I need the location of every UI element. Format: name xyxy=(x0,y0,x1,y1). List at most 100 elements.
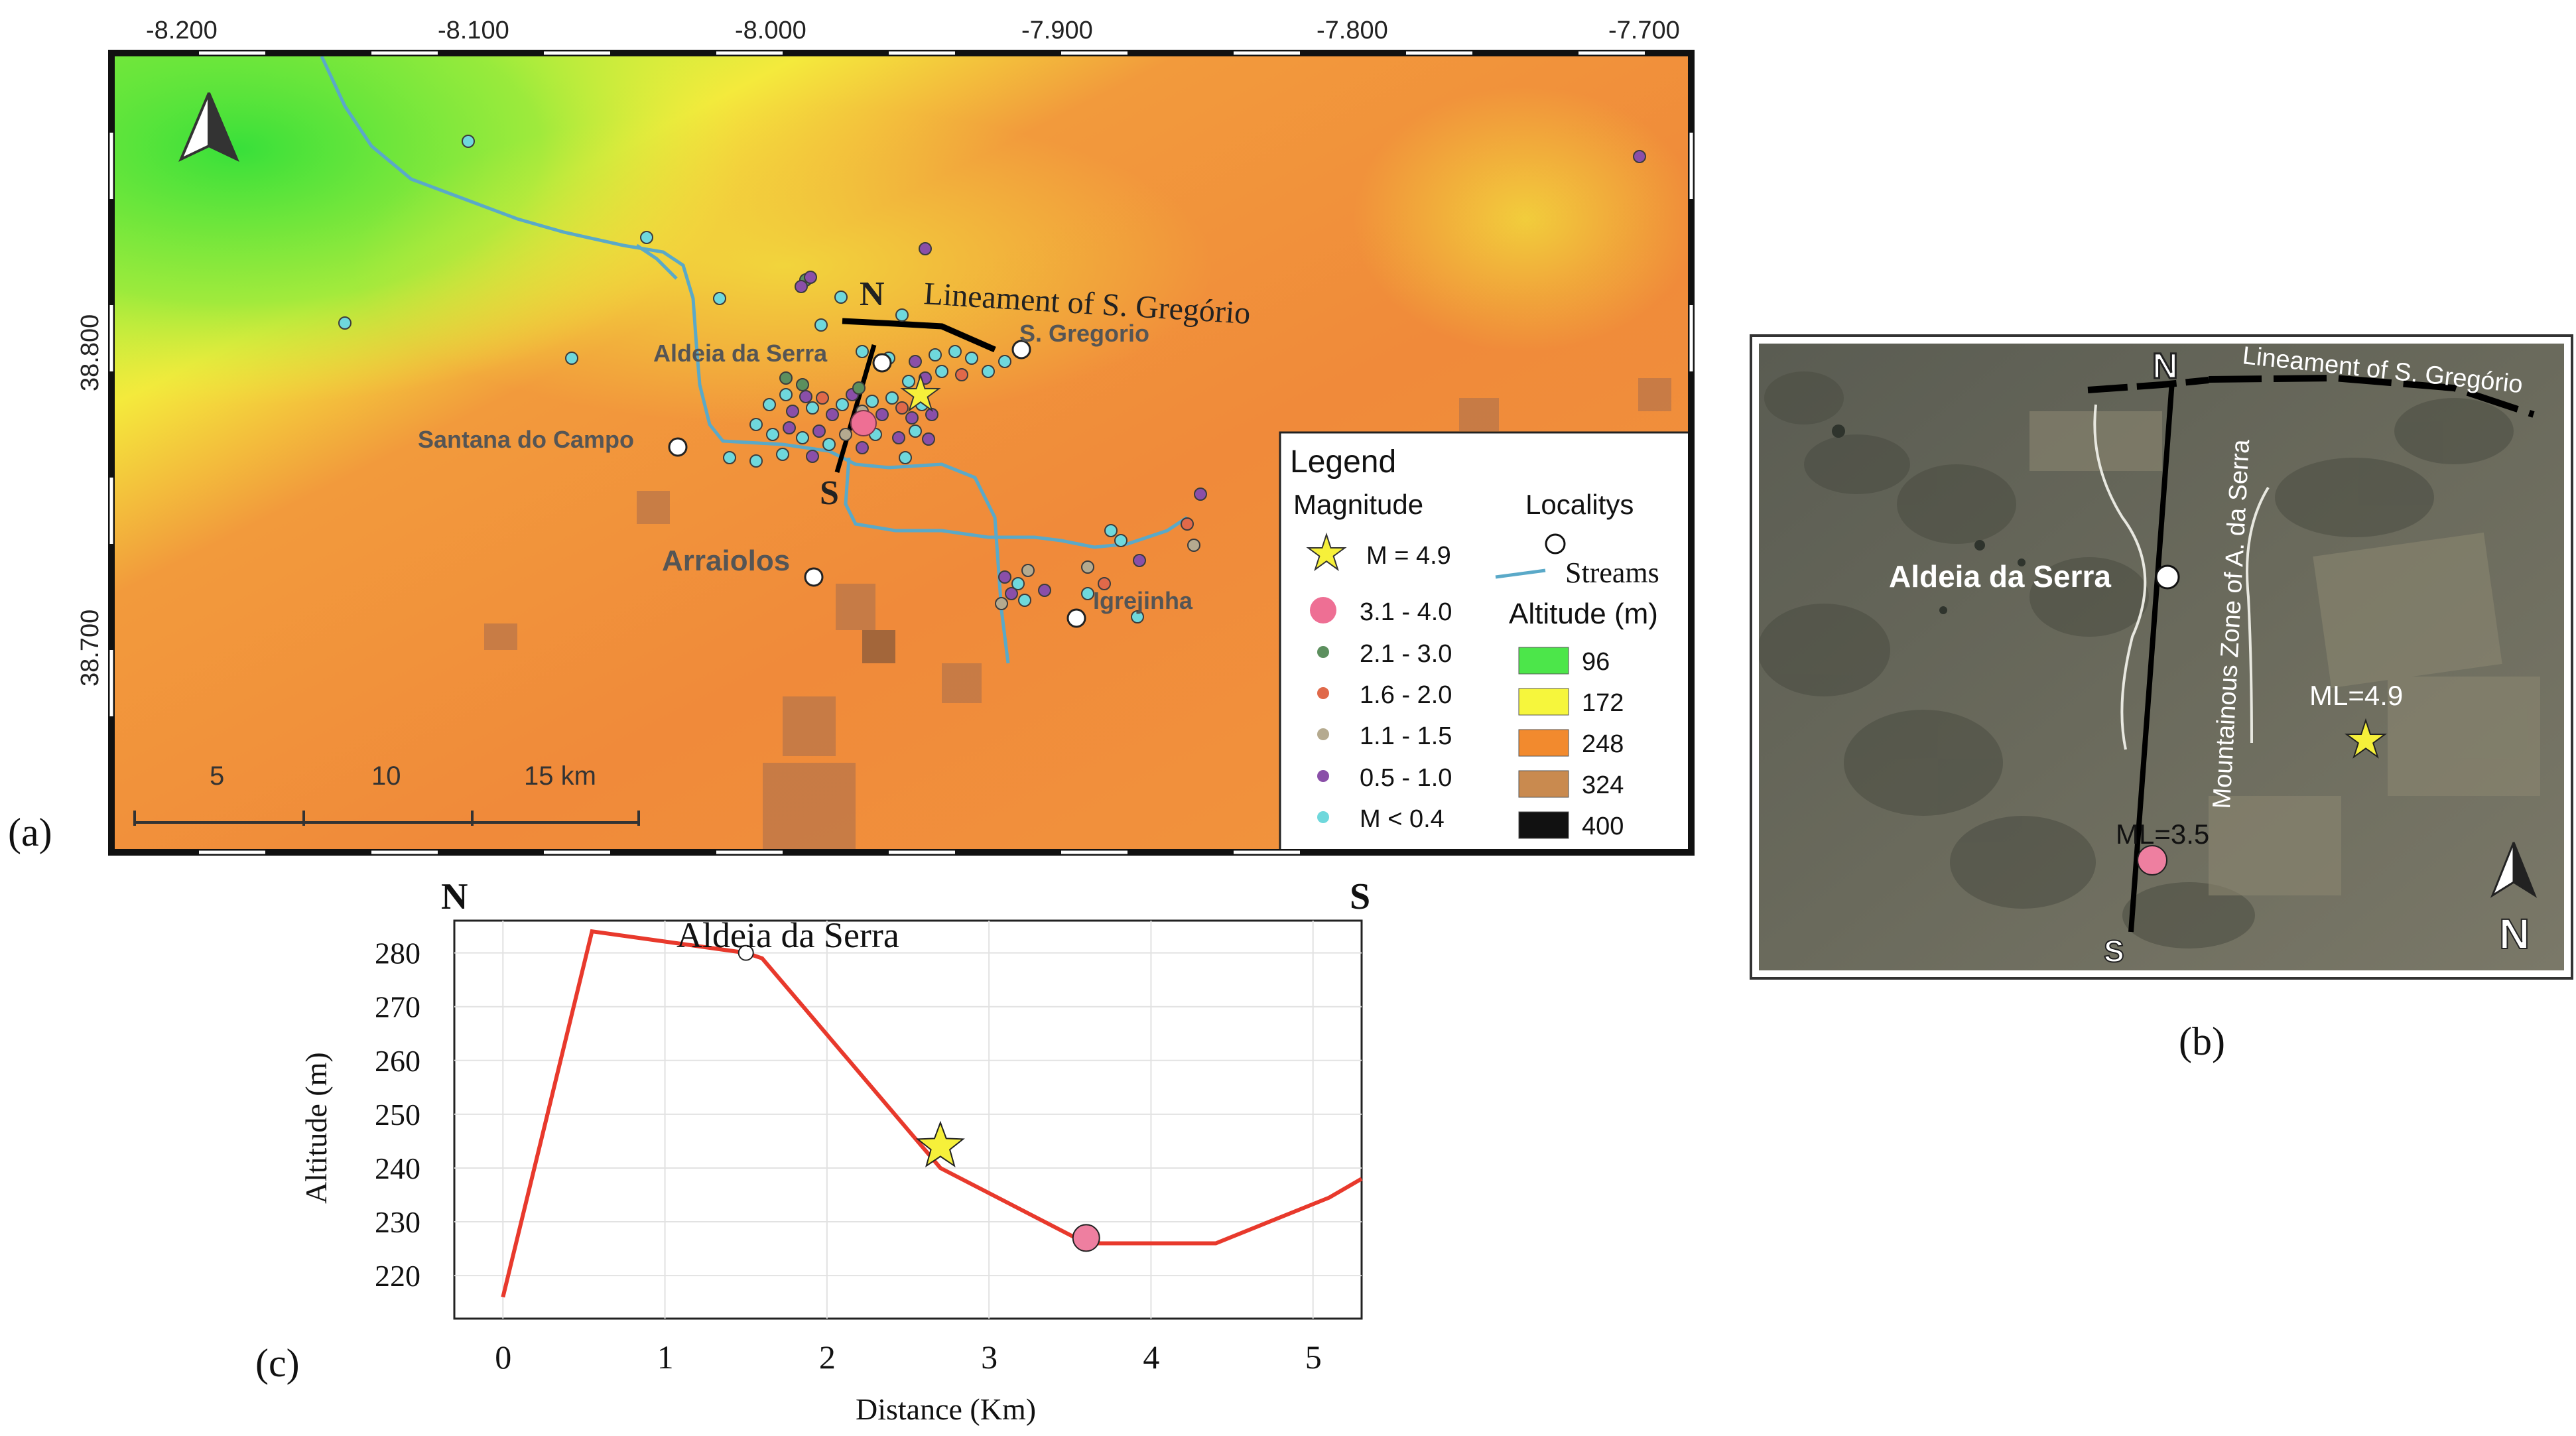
lon-tick-label: -7.900 xyxy=(1021,17,1093,44)
scale-label-15km: 15 km xyxy=(524,761,596,791)
panel-c-profile: 0 1 2 3 4 5 220 230 240 250 260 270 280 N S Distance… xyxy=(255,876,1370,1426)
satellite-texture xyxy=(1759,371,2514,948)
terrain-plateau-yellow xyxy=(352,106,1214,424)
legend-localities-heading: Localitys xyxy=(1525,489,1634,520)
chart-x-axis-label: Distance (Km) xyxy=(856,1392,1036,1426)
profile-line-b xyxy=(2128,381,2175,933)
y-tick-label: 280 xyxy=(375,937,420,970)
x-tick-label: 0 xyxy=(495,1338,511,1376)
map-legend: Legend Magnitude Localitys Streams Altit… xyxy=(1279,431,1691,852)
profile-north-label: N xyxy=(860,275,885,313)
lat-tick-label: 38.700 xyxy=(76,610,104,686)
stream-trace-west xyxy=(2093,404,2147,750)
locality-marker-igrejinha xyxy=(1066,608,1086,628)
legend-alt-label-172: 172 xyxy=(1582,689,1624,717)
legend-title: Legend xyxy=(1290,444,1396,480)
legend-mag-label-5: 0.5 - 1.0 xyxy=(1360,764,1452,792)
legend-mag-label-1: 3.1 - 4.0 xyxy=(1360,598,1452,626)
chart-grid xyxy=(454,921,1362,1319)
locality-label-sgregorio: S. Gregorio xyxy=(1019,320,1149,347)
satellite-fields xyxy=(2029,411,2540,895)
streams xyxy=(320,55,1189,664)
y-tick-label: 250 xyxy=(375,1098,420,1132)
panel-a-map: Aldeia da Serra S. Gregorio Santana do C… xyxy=(8,17,1695,856)
lon-tick-label: -7.700 xyxy=(1608,17,1680,44)
epicentre-m4-9-star xyxy=(900,373,941,413)
x-tick-label: 5 xyxy=(1305,1338,1322,1376)
legend-alt-label-324: 324 xyxy=(1582,771,1624,799)
legend-mag-label-0: M = 4.9 xyxy=(1366,542,1451,570)
lon-tick-label: -8.000 xyxy=(735,17,806,44)
profile-marker-circle xyxy=(738,945,754,961)
profile-north-direction: N xyxy=(441,876,468,917)
profile-south-label: S xyxy=(820,474,839,512)
locality-label-arraiolos: Arraiolos xyxy=(662,545,790,577)
event-label-large: ML=4.9 xyxy=(2309,680,2403,711)
locality-marker-b xyxy=(2155,564,2180,590)
x-tick-label: 3 xyxy=(981,1338,998,1376)
event-label-small: ML=3.5 xyxy=(2116,818,2209,850)
legend-mag-icon-4 xyxy=(1317,728,1329,740)
profile-markers xyxy=(738,945,1100,1252)
epicentre-cluster xyxy=(338,135,1646,623)
legend-mag-icon-6 xyxy=(1317,811,1329,823)
marker-label-aldeia: Aldeia da Serra xyxy=(676,915,899,955)
locality-marker-arraiolos xyxy=(804,567,824,587)
legend-alt-swatch-96 xyxy=(1518,647,1569,675)
legend-stream-icon xyxy=(1495,568,1546,579)
epicentre-m3-5 xyxy=(850,410,877,436)
panel-a-label: (a) xyxy=(8,811,52,854)
lineament-trace-b xyxy=(2087,377,2209,393)
scale-label-10: 10 xyxy=(371,761,401,791)
profile-south-direction: S xyxy=(1350,876,1370,917)
scale-label-5: 5 xyxy=(210,761,224,791)
locality-marker-aldeia xyxy=(872,353,892,373)
y-tick-label: 230 xyxy=(375,1205,420,1239)
locality-marker-santana xyxy=(668,437,688,457)
chart-y-axis-label: Altitude (m) xyxy=(299,1052,333,1204)
legend-alt-swatch-400 xyxy=(1518,811,1569,839)
legend-mag-icon-3 xyxy=(1317,687,1329,699)
legend-mag-icon-2 xyxy=(1317,646,1329,658)
legend-alt-label-248: 248 xyxy=(1582,730,1624,758)
locality-label-igrejinha: Igrejinha xyxy=(1093,587,1193,614)
legend-mag-label-6: M < 0.4 xyxy=(1360,805,1445,833)
locality-label-aldeia: Aldeia da Serra xyxy=(653,340,828,367)
legend-mag-icon-1 xyxy=(1310,597,1336,623)
lineament-trace xyxy=(842,318,996,353)
profile-marker-circle xyxy=(1072,1224,1100,1252)
legend-alt-swatch-324 xyxy=(1518,770,1569,798)
profile-line-ns xyxy=(834,344,877,473)
scale-bar: 5 10 15 km xyxy=(133,761,640,826)
north-arrow-icon xyxy=(178,92,239,163)
profile-line xyxy=(501,929,1363,1298)
lon-tick-label: -8.200 xyxy=(146,17,218,44)
locality-label-santana: Santana do Campo xyxy=(418,426,634,453)
north-arrow-b-letter: N xyxy=(2499,910,2530,958)
lat-tick-label: 38.800 xyxy=(76,314,104,391)
legend-alt-label-400: 400 xyxy=(1582,813,1624,840)
legend-altitude-heading: Altitude (m) xyxy=(1509,598,1658,630)
x-tick-label: 4 xyxy=(1143,1338,1159,1376)
north-label-b: N xyxy=(2152,346,2178,386)
lon-tick-label: -7.800 xyxy=(1317,17,1388,44)
north-arrow-b-icon: N xyxy=(2490,842,2538,958)
south-label-b: S xyxy=(2104,934,2124,968)
locality-label-b: Aldeia da Serra xyxy=(1889,559,2111,594)
chart-plot-area xyxy=(453,919,1363,1320)
y-tick-label: 270 xyxy=(375,990,420,1024)
y-tick-label: 260 xyxy=(375,1044,420,1078)
highland-patches xyxy=(484,378,1671,852)
legend-alt-swatch-172 xyxy=(1518,688,1569,716)
x-tick-label: 1 xyxy=(657,1338,674,1376)
y-tick-label: 240 xyxy=(375,1151,420,1185)
legend-star-icon xyxy=(1306,532,1347,572)
x-tick-label: 2 xyxy=(819,1338,836,1376)
legend-locality-icon xyxy=(1545,533,1566,555)
event-star-b xyxy=(2344,718,2388,759)
legend-mag-label-4: 1.1 - 1.5 xyxy=(1360,722,1452,750)
satellite-dark-spots xyxy=(1832,424,2026,614)
legend-magnitude-heading: Magnitude xyxy=(1293,489,1423,520)
panel-c-label: (c) xyxy=(255,1341,300,1385)
